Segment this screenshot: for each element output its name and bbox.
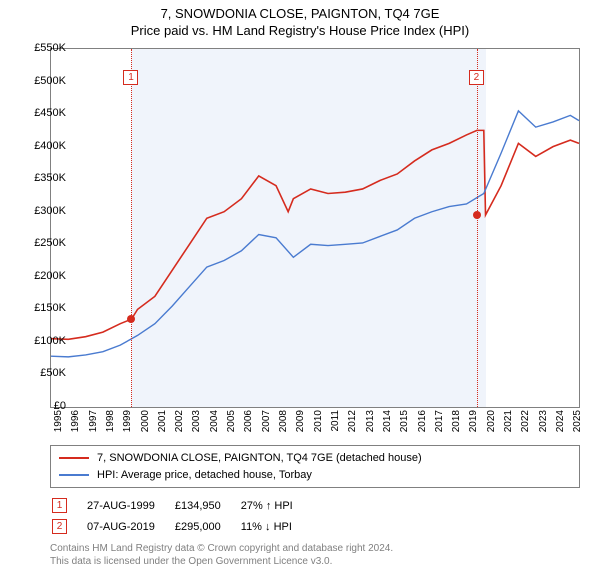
events-table: 1 27-AUG-1999 £134,950 27% ↑ HPI 2 07-AU… (50, 494, 313, 538)
y-axis-label: £100K (34, 335, 66, 347)
x-axis-label: 1999 (122, 410, 133, 432)
x-axis-label: 1995 (53, 410, 64, 432)
event-delta: 27% ↑ HPI (241, 496, 311, 515)
x-axis-label: 2012 (347, 410, 358, 432)
legend-row: 7, SNOWDONIA CLOSE, PAIGNTON, TQ4 7GE (d… (59, 450, 571, 467)
x-axis-label: 2001 (157, 410, 168, 432)
event-price: £295,000 (175, 517, 239, 536)
x-axis-label: 2021 (503, 410, 514, 432)
footnote-line-2: This data is licensed under the Open Gov… (50, 556, 332, 567)
y-axis-label: £50K (40, 367, 66, 379)
x-axis-label: 2022 (520, 410, 531, 432)
x-axis-label: 2016 (417, 410, 428, 432)
x-axis-label: 2009 (295, 410, 306, 432)
legend-label-series-1: 7, SNOWDONIA CLOSE, PAIGNTON, TQ4 7GE (d… (97, 450, 422, 467)
x-axis-label: 1996 (70, 410, 81, 432)
y-axis-label: £400K (34, 140, 66, 152)
x-axis-label: 2000 (140, 410, 151, 432)
x-axis-label: 2015 (399, 410, 410, 432)
x-axis-label: 2013 (365, 410, 376, 432)
x-axis-label: 2005 (226, 410, 237, 432)
y-axis-label: £300K (34, 205, 66, 217)
chart-title: 7, SNOWDONIA CLOSE, PAIGNTON, TQ4 7GE (0, 0, 600, 23)
y-axis-label: £550K (34, 42, 66, 54)
x-axis-label: 2004 (209, 410, 220, 432)
chart-svg (51, 49, 579, 407)
event-delta: 11% ↓ HPI (241, 517, 311, 536)
event-marker-badge: 1 (123, 70, 138, 85)
event-vertical-line (131, 49, 132, 407)
x-axis-label: 2024 (555, 410, 566, 432)
y-axis-label: £500K (34, 75, 66, 87)
chart-subtitle: Price paid vs. HM Land Registry's House … (0, 23, 600, 38)
footnote: Contains HM Land Registry data © Crown c… (50, 542, 580, 568)
x-axis-label: 2023 (538, 410, 549, 432)
legend-swatch-series-1 (59, 457, 89, 459)
x-axis-label: 1997 (88, 410, 99, 432)
legend-row: HPI: Average price, detached house, Torb… (59, 467, 571, 484)
event-date: 27-AUG-1999 (87, 496, 173, 515)
table-row: 1 27-AUG-1999 £134,950 27% ↑ HPI (52, 496, 311, 515)
event-point-dot (473, 211, 481, 219)
y-axis-label: £250K (34, 237, 66, 249)
table-row: 2 07-AUG-2019 £295,000 11% ↓ HPI (52, 517, 311, 536)
event-point-dot (127, 315, 135, 323)
chart-container: 7, SNOWDONIA CLOSE, PAIGNTON, TQ4 7GE Pr… (0, 0, 600, 560)
event-vertical-line (477, 49, 478, 407)
chart-legend-section: 7, SNOWDONIA CLOSE, PAIGNTON, TQ4 7GE (d… (50, 445, 580, 568)
x-axis-label: 2006 (243, 410, 254, 432)
event-date: 07-AUG-2019 (87, 517, 173, 536)
event-marker-badge: 2 (469, 70, 484, 85)
y-axis-label: £350K (34, 172, 66, 184)
x-axis-label: 2007 (261, 410, 272, 432)
x-axis-label: 2014 (382, 410, 393, 432)
event-badge-2: 2 (52, 519, 67, 534)
y-axis-label: £200K (34, 270, 66, 282)
x-axis-label: 2019 (468, 410, 479, 432)
x-axis-label: 2011 (330, 410, 341, 432)
legend-box: 7, SNOWDONIA CLOSE, PAIGNTON, TQ4 7GE (d… (50, 445, 580, 488)
legend-swatch-series-2 (59, 474, 89, 476)
x-axis-label: 2017 (434, 410, 445, 432)
x-axis-label: 2002 (174, 410, 185, 432)
x-axis-label: 2025 (572, 410, 583, 432)
x-axis-label: 2018 (451, 410, 462, 432)
x-axis-label: 2020 (486, 410, 497, 432)
x-axis-label: 2003 (191, 410, 202, 432)
x-axis-label: 1998 (105, 410, 116, 432)
y-axis-label: £450K (34, 107, 66, 119)
event-badge-1: 1 (52, 498, 67, 513)
legend-label-series-2: HPI: Average price, detached house, Torb… (97, 467, 312, 484)
event-price: £134,950 (175, 496, 239, 515)
x-axis-label: 2010 (313, 410, 324, 432)
y-axis-label: £150K (34, 302, 66, 314)
x-axis-label: 2008 (278, 410, 289, 432)
chart-plot-area: 12 (50, 48, 580, 408)
footnote-line-1: Contains HM Land Registry data © Crown c… (50, 543, 393, 554)
chart-series-line (51, 130, 579, 339)
